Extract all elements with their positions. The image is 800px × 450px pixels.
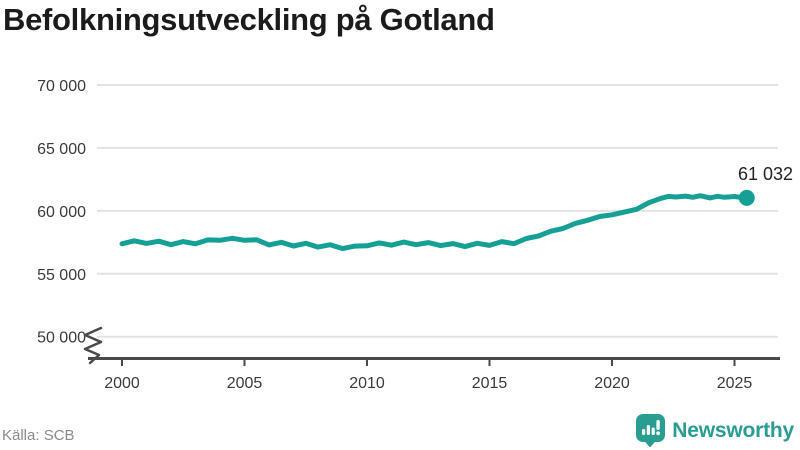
source-label: Källa: SCB xyxy=(2,427,75,444)
svg-text:55 000: 55 000 xyxy=(37,267,86,284)
svg-text:70 000: 70 000 xyxy=(37,78,86,95)
last-value-label: 61 032 xyxy=(737,164,793,184)
svg-text:2005: 2005 xyxy=(227,375,263,392)
newsworthy-chart-bubble-icon xyxy=(636,414,666,447)
svg-text:60 000: 60 000 xyxy=(37,204,86,221)
svg-text:50 000: 50 000 xyxy=(37,330,86,347)
svg-text:2010: 2010 xyxy=(349,375,385,392)
newsworthy-logo: Newsworthy xyxy=(636,414,794,447)
svg-text:65 000: 65 000 xyxy=(37,141,86,158)
svg-text:2000: 2000 xyxy=(104,375,140,392)
svg-text:2025: 2025 xyxy=(717,375,753,392)
svg-text:2015: 2015 xyxy=(472,375,508,392)
newsworthy-wordmark: Newsworthy xyxy=(672,418,794,442)
chart-title: Befolkningsutveckling på Gotland xyxy=(3,2,495,37)
svg-text:2020: 2020 xyxy=(594,375,630,392)
